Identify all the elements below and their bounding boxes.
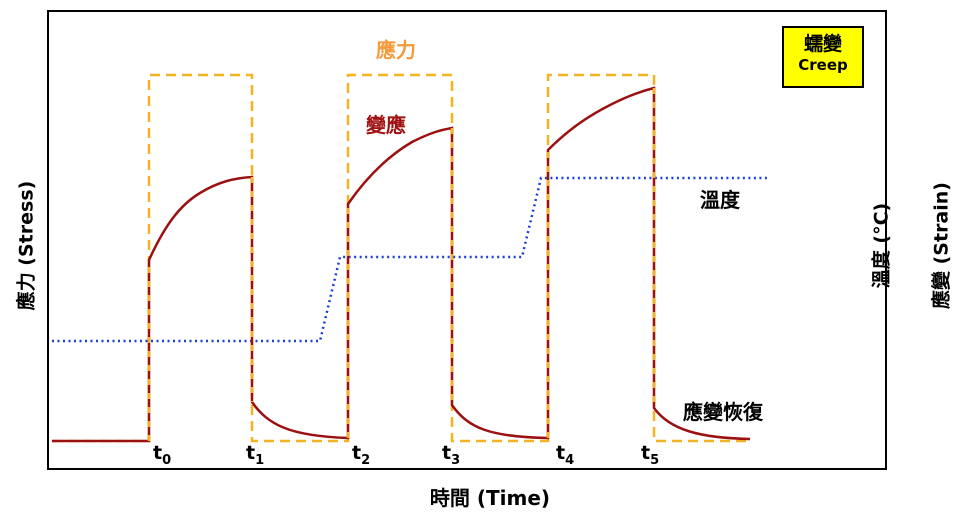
time-marker-t1: t1 xyxy=(246,442,265,468)
y-axis-right-strain-label: 應變 (Strain) xyxy=(930,182,953,309)
stress-annotation: 應力 xyxy=(376,38,416,62)
stress-step-overlay xyxy=(147,88,656,441)
time-marker-t3: t3 xyxy=(442,442,461,468)
stress-curve xyxy=(52,73,752,443)
strain-annotation: 變應 xyxy=(366,113,406,137)
strain-curve xyxy=(52,86,751,443)
creep-badge-title-en: Creep xyxy=(798,56,848,74)
creep-badge: 蠕變 Creep xyxy=(782,26,864,88)
time-marker-t4: t4 xyxy=(556,442,575,468)
strain-recovery-annotation: 應變恢復 xyxy=(683,400,763,424)
plot-frame xyxy=(47,10,887,470)
creep-badge-title-zh: 蠕變 xyxy=(803,33,842,55)
temperature-curve xyxy=(52,176,768,343)
x-axis-label: 時間 (Time) xyxy=(429,486,551,510)
temperature-annotation: 溫度 xyxy=(700,188,740,212)
y-axis-right-temperature-label: 溫度 (°C) xyxy=(870,202,893,289)
time-marker-t5: t5 xyxy=(641,442,660,468)
time-marker-t2: t2 xyxy=(352,442,371,468)
time-marker-t0: t0 xyxy=(153,442,172,468)
y-axis-left-label: 應力 (Stress) xyxy=(15,180,38,311)
